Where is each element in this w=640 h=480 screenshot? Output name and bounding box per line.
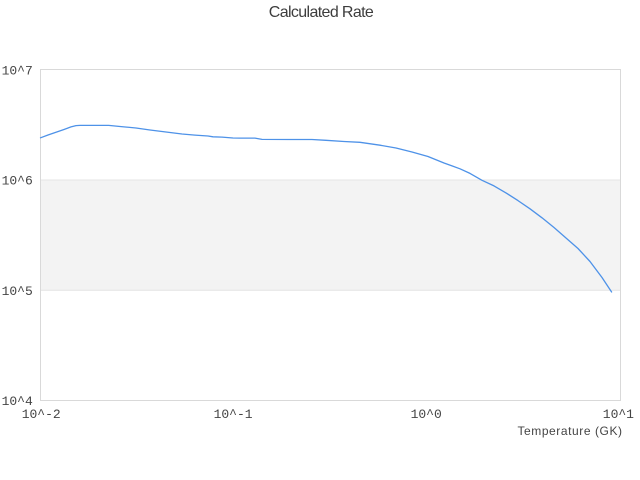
svg-text:10^0: 10^0: [411, 407, 442, 422]
svg-text:10^1: 10^1: [603, 407, 634, 422]
svg-text:Temperature (GK): Temperature (GK): [517, 424, 622, 438]
svg-text:10^-1: 10^-1: [214, 407, 253, 422]
svg-text:Calculated Rate: Calculated Rate: [269, 4, 374, 21]
svg-text:10^5: 10^5: [2, 284, 33, 299]
svg-text:10^6: 10^6: [2, 174, 33, 189]
svg-text:10^4: 10^4: [2, 394, 33, 409]
svg-text:10^7: 10^7: [2, 63, 33, 78]
svg-text:10^-2: 10^-2: [22, 407, 61, 422]
